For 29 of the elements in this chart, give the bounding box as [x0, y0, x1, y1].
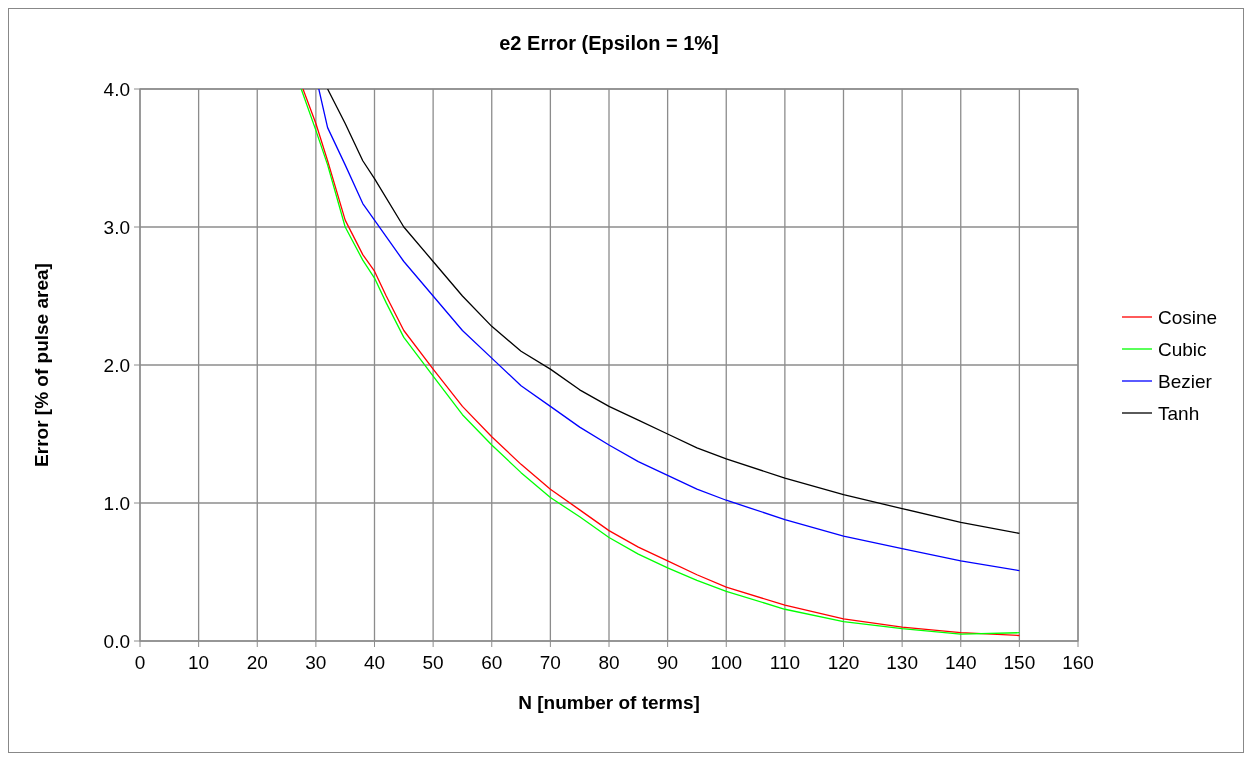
x-tick-label: 10	[188, 652, 210, 673]
x-tick-label: 130	[886, 652, 918, 673]
y-tick-label: 1.0	[103, 493, 130, 514]
x-tick-label: 0	[134, 652, 146, 673]
x-tick-label: 20	[246, 652, 268, 673]
x-tick-label: 40	[363, 652, 386, 673]
x-tick-label: 50	[422, 652, 444, 673]
y-tick-label: 3.0	[103, 217, 130, 238]
x-tick-label: 110	[769, 652, 801, 673]
y-tick-label: 2.0	[103, 355, 130, 376]
legend-label: Cubic	[1158, 339, 1207, 360]
legend-label: Cosine	[1158, 307, 1218, 328]
x-axis-title: N [number of terms]	[518, 692, 700, 713]
x-tick-label: 100	[710, 652, 743, 673]
legend-label: Tanh	[1158, 403, 1200, 424]
x-tick-label: 140	[944, 652, 977, 673]
x-tick-label: 80	[598, 652, 620, 673]
chart-title: e2 Error (Epsilon = 1%]	[499, 32, 719, 54]
x-tick-label: 30	[305, 652, 327, 673]
x-tick-label: 60	[481, 652, 503, 673]
y-tick-label: 4.0	[103, 79, 130, 100]
legend-label: Bezier	[1158, 371, 1213, 392]
y-axis-title: Error [% of pulse area]	[31, 263, 52, 467]
x-tick-label: 150	[1003, 652, 1036, 673]
x-tick-label: 120	[827, 652, 860, 673]
x-tick-label: 70	[539, 652, 561, 673]
y-tick-label: 0.0	[103, 631, 130, 652]
x-tick-label: 90	[657, 652, 679, 673]
x-tick-label: 160	[1062, 652, 1094, 673]
